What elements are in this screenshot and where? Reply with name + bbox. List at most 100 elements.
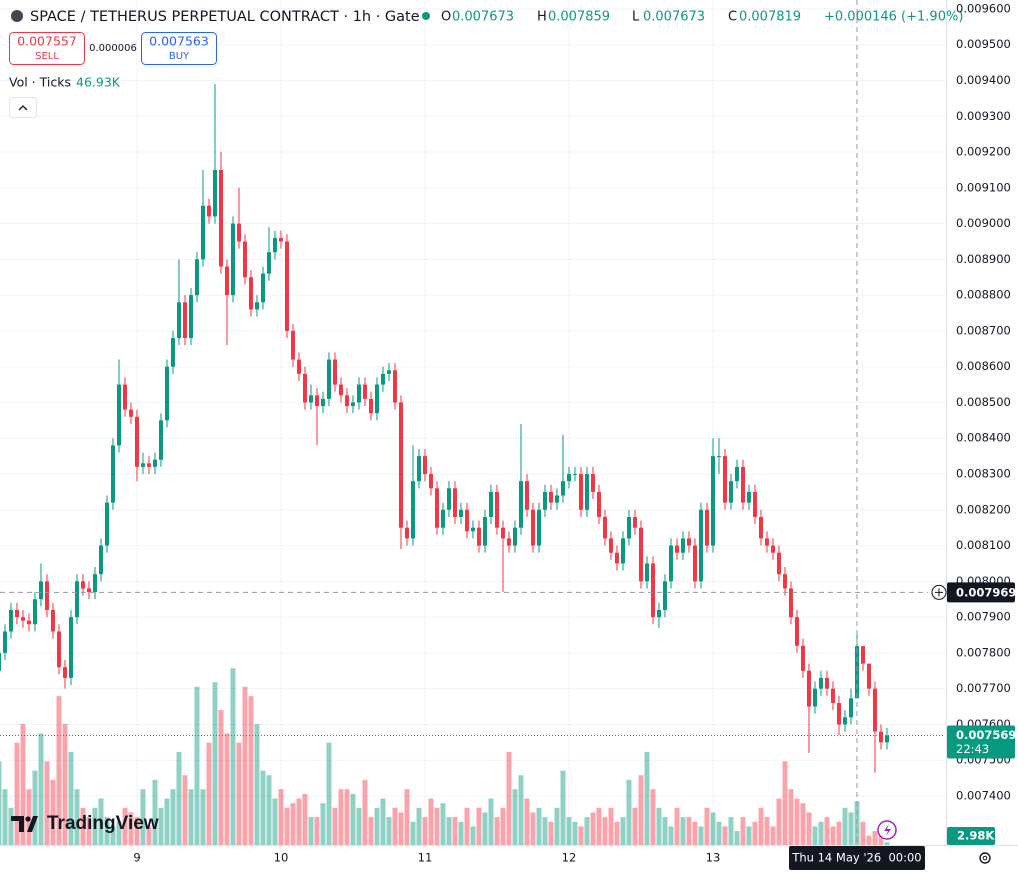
candle-body bbox=[434, 488, 439, 528]
candle-body bbox=[278, 237, 283, 242]
candle-body bbox=[470, 527, 475, 532]
crosshair-price-box bbox=[947, 582, 1015, 603]
candle-body bbox=[266, 252, 271, 274]
candle-body bbox=[422, 456, 427, 475]
candle-body bbox=[458, 509, 463, 517]
y-tick-label: 0.008700 bbox=[956, 323, 1011, 337]
volume-bar bbox=[398, 812, 404, 845]
volume-bar bbox=[626, 779, 632, 845]
candle-body bbox=[356, 384, 361, 403]
volume-bar bbox=[620, 817, 626, 845]
volume-bar bbox=[122, 807, 128, 845]
candle-body bbox=[728, 481, 733, 503]
y-tick-label: 0.008400 bbox=[956, 431, 1011, 445]
settings-gear[interactable] bbox=[979, 852, 991, 864]
y-tick-label: 0.007800 bbox=[956, 645, 1011, 659]
volume-bar bbox=[80, 807, 86, 845]
sell-label[interactable]: SELL bbox=[35, 51, 59, 62]
volume-bar bbox=[308, 817, 314, 845]
volume-bar bbox=[20, 724, 26, 845]
y-tick-label: 0.007400 bbox=[956, 788, 1011, 802]
candle-body bbox=[872, 688, 877, 732]
sell-price[interactable]: 0.007557 bbox=[17, 34, 77, 49]
candle-body bbox=[284, 241, 289, 331]
collapse-button[interactable] bbox=[9, 97, 37, 118]
y-tick-label: 0.007700 bbox=[956, 681, 1011, 695]
market-status-dot bbox=[422, 12, 430, 20]
candle-body bbox=[842, 717, 847, 725]
candle-body bbox=[878, 731, 883, 743]
candle-body bbox=[386, 370, 391, 374]
volume-bar bbox=[434, 807, 440, 845]
volume-bar bbox=[794, 798, 800, 845]
candle-body bbox=[788, 588, 793, 618]
candle-body bbox=[170, 338, 175, 367]
collapse-box[interactable] bbox=[9, 97, 37, 118]
volume-bar bbox=[482, 812, 488, 845]
volume-bar bbox=[164, 798, 170, 845]
settings-button[interactable] bbox=[979, 852, 991, 864]
quick-action-bolt[interactable] bbox=[884, 824, 891, 836]
candle-body bbox=[800, 645, 805, 671]
volume-bar bbox=[572, 821, 578, 845]
collapse-arrow[interactable] bbox=[18, 105, 28, 111]
candle-body bbox=[68, 617, 73, 678]
volume-bar bbox=[836, 821, 842, 845]
ohlc-value: 0.007859 bbox=[548, 10, 610, 25]
candle-body bbox=[488, 491, 493, 517]
last-price-label: 0.007569 bbox=[956, 728, 1016, 742]
volume-bar bbox=[740, 817, 746, 845]
candle-body bbox=[584, 474, 589, 510]
candle-body bbox=[680, 538, 685, 553]
candle-body bbox=[206, 205, 211, 217]
volume-bar bbox=[506, 751, 512, 845]
volume-bar bbox=[56, 696, 62, 845]
volume-bar bbox=[554, 807, 560, 845]
candle-body bbox=[188, 295, 193, 339]
y-tick-label: 0.008500 bbox=[956, 395, 1011, 409]
buy-label[interactable]: BUY bbox=[169, 51, 190, 62]
volume-bar bbox=[818, 821, 824, 845]
candle-body bbox=[866, 663, 871, 689]
volume-bar bbox=[728, 817, 734, 845]
buy-price[interactable]: 0.007563 bbox=[149, 34, 209, 49]
volume-bar bbox=[278, 789, 284, 845]
ohlc-value: 0.007819 bbox=[739, 10, 801, 25]
volume-bar bbox=[38, 733, 44, 845]
quick-action[interactable] bbox=[877, 820, 897, 840]
sell-box[interactable] bbox=[9, 32, 85, 65]
y-tick-label: 0.009300 bbox=[956, 109, 1011, 123]
candle-body bbox=[770, 545, 775, 553]
volume-bar bbox=[608, 807, 614, 845]
candle-body bbox=[332, 359, 337, 385]
candle-body bbox=[452, 488, 457, 517]
volume-bar bbox=[422, 817, 428, 845]
y-tick-label: 0.008900 bbox=[956, 252, 1011, 266]
volume-bar bbox=[224, 733, 230, 845]
volume-bar bbox=[290, 803, 296, 845]
candle-body bbox=[392, 370, 397, 403]
volume-bar bbox=[632, 807, 638, 845]
volume-bar bbox=[368, 817, 374, 845]
sell-button[interactable]: 0.007557 SELL bbox=[9, 32, 85, 65]
candle-body bbox=[608, 538, 613, 553]
candle-body bbox=[512, 527, 517, 546]
candle-body bbox=[548, 491, 553, 503]
candle-body bbox=[128, 409, 133, 417]
volume-bar bbox=[314, 817, 320, 845]
volume-bar bbox=[812, 826, 818, 845]
volume-bar bbox=[782, 761, 788, 845]
candle-body bbox=[662, 581, 667, 610]
buy-button[interactable]: 0.007563 BUY bbox=[141, 32, 217, 65]
volume-bar bbox=[716, 821, 722, 845]
volume-bar bbox=[8, 807, 14, 845]
countdown: 22:43 bbox=[956, 742, 989, 756]
buy-box[interactable] bbox=[141, 32, 217, 65]
candle-body bbox=[98, 545, 103, 575]
volume-bar bbox=[752, 821, 758, 845]
volume-bar bbox=[284, 807, 290, 845]
volume-bar bbox=[596, 807, 602, 845]
volume-bar bbox=[380, 798, 386, 845]
settings-hub[interactable] bbox=[982, 855, 988, 861]
volume-bar bbox=[464, 807, 470, 845]
